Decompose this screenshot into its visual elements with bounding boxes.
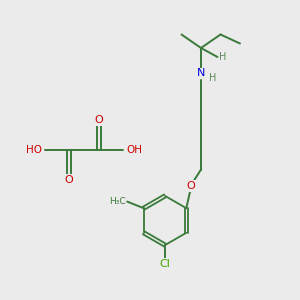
Text: HO: HO <box>26 145 42 155</box>
Text: H: H <box>209 73 216 83</box>
Text: Cl: Cl <box>160 259 170 269</box>
Text: O: O <box>64 175 74 185</box>
Text: H₃C: H₃C <box>109 196 126 206</box>
Text: OH: OH <box>126 145 142 155</box>
Text: N: N <box>197 68 205 79</box>
Text: O: O <box>186 181 195 191</box>
Text: H: H <box>219 52 226 62</box>
Text: O: O <box>94 115 103 125</box>
